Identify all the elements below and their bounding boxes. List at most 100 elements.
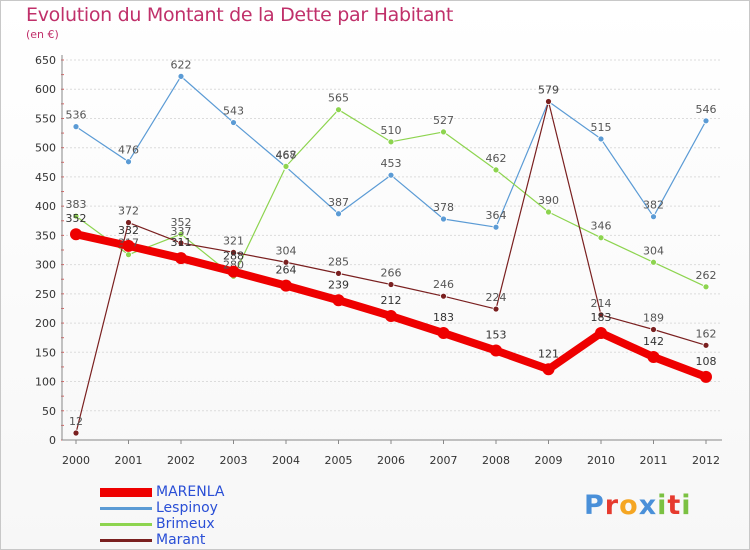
x-tick-label: 2007 [430, 454, 458, 467]
data-point [437, 327, 450, 340]
y-tick-label: 450 [35, 171, 56, 184]
legend-swatch [100, 538, 152, 542]
x-tick-label: 2000 [62, 454, 90, 467]
x-tick-label: 2005 [325, 454, 353, 467]
data-point [650, 258, 657, 266]
data-point [385, 310, 397, 323]
data-label: 304 [276, 244, 297, 257]
data-label: 453 [381, 157, 402, 170]
data-label: 246 [433, 278, 454, 291]
data-label: 262 [696, 269, 717, 282]
data-label: 304 [643, 244, 664, 257]
data-label: 468 [276, 148, 297, 161]
data-label: 346 [591, 220, 612, 233]
data-point [125, 158, 132, 166]
logo-letter: i [681, 490, 692, 521]
data-point [175, 252, 187, 265]
data-point [230, 119, 237, 126]
legend-label: Lespinoy [156, 500, 218, 516]
data-point [125, 251, 132, 259]
data-label: 543 [223, 105, 244, 118]
data-label: 337 [171, 225, 192, 238]
data-label: 214 [591, 297, 612, 310]
data-point [70, 228, 82, 241]
data-label: 390 [538, 194, 559, 207]
data-label: 12 [69, 415, 83, 428]
data-label: 383 [66, 198, 87, 211]
data-label: 311 [171, 236, 192, 249]
logo-letter: r [604, 490, 620, 521]
data-label: 527 [433, 114, 454, 127]
data-label: 212 [381, 294, 402, 307]
y-tick-label: 200 [35, 317, 56, 330]
data-label: 467 [276, 149, 297, 162]
series-line-lespinoy [75, 75, 707, 228]
data-label: 183 [433, 311, 454, 324]
x-tick-label: 2012 [692, 454, 720, 467]
data-label: 579 [538, 84, 559, 97]
legend-label: Marant [156, 532, 206, 548]
x-tick-label: 2001 [115, 454, 143, 467]
data-point [387, 138, 395, 146]
data-point [650, 326, 657, 333]
data-label: 224 [486, 291, 507, 304]
data-label: 264 [276, 264, 297, 277]
data-point [440, 292, 447, 300]
y-tick-label: 600 [35, 83, 56, 96]
data-label: 546 [696, 103, 717, 116]
data-point [335, 210, 342, 218]
legend-item-marant: Marant [100, 532, 224, 548]
y-tick-label: 0 [49, 434, 56, 447]
data-label: 382 [643, 199, 664, 212]
data-label: 321 [223, 234, 244, 247]
data-point [177, 72, 185, 80]
proxiti-logo: Proxiti [584, 490, 692, 521]
data-point [545, 98, 552, 105]
data-label: 285 [328, 255, 349, 268]
data-point [72, 212, 80, 220]
x-tick-label: 2002 [167, 454, 195, 467]
legend-item-brimeux: Brimeux [100, 516, 224, 532]
data-label: 239 [328, 278, 349, 291]
data-point [545, 208, 552, 216]
data-point [650, 213, 657, 221]
data-label: 352 [66, 212, 87, 225]
data-label: 332 [118, 224, 139, 237]
legend-label: Brimeux [156, 516, 215, 532]
data-label: 476 [118, 144, 139, 157]
data-point [490, 344, 502, 357]
y-tick-label: 650 [35, 54, 56, 67]
logo-letter: P [584, 490, 605, 521]
data-point [595, 327, 607, 340]
logo-letter: x [638, 490, 658, 521]
legend-item-marenla: MARENLA [100, 484, 224, 500]
data-point [230, 248, 237, 256]
data-point [647, 350, 660, 363]
data-label: 565 [328, 92, 349, 105]
x-tick-label: 2004 [272, 454, 300, 467]
data-label: 142 [643, 335, 664, 348]
data-point [282, 162, 290, 170]
y-tick-label: 50 [42, 405, 56, 418]
x-tick-label: 2009 [535, 454, 563, 467]
data-label: 189 [643, 312, 664, 325]
data-point [440, 128, 447, 136]
data-point [492, 305, 500, 313]
logo-letter: t [667, 490, 682, 521]
data-point [280, 279, 292, 292]
data-label: 536 [66, 109, 87, 122]
data-point [177, 230, 185, 238]
data-point [702, 283, 710, 291]
x-tick-label: 2006 [377, 454, 405, 467]
y-tick-label: 550 [35, 112, 56, 125]
y-tick-label: 350 [35, 229, 56, 242]
data-point [440, 215, 447, 223]
data-point [282, 258, 290, 266]
x-tick-label: 2011 [640, 454, 668, 467]
y-tick-label: 400 [35, 200, 56, 213]
y-tick-label: 300 [35, 259, 56, 272]
chart-subtitle: (en €) [26, 28, 59, 41]
chart-legend: MARENLA Lespinoy Brimeux Marant [100, 484, 224, 548]
data-label: 579 [538, 84, 559, 97]
